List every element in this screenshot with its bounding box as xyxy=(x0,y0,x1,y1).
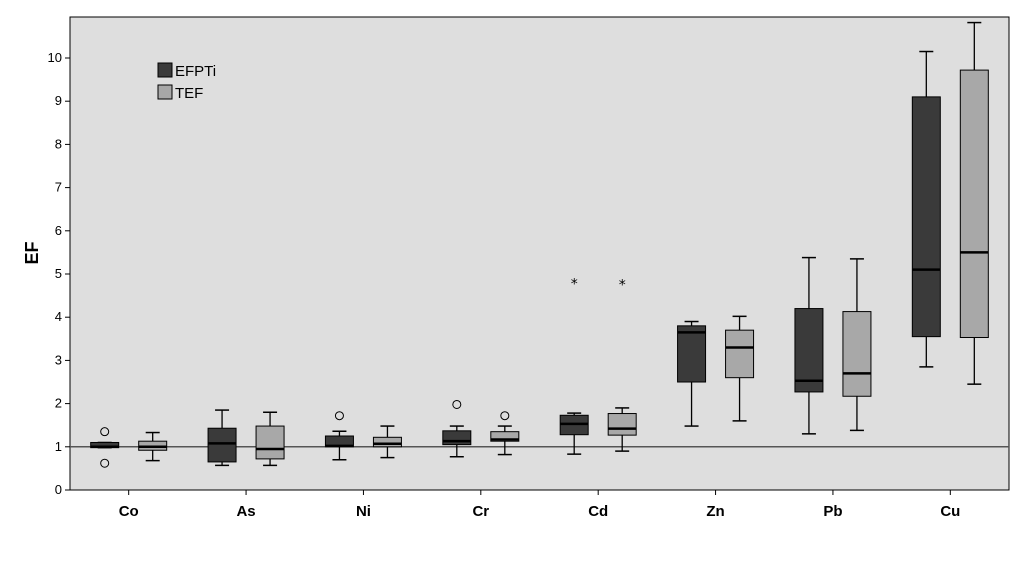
box-iqr xyxy=(607,413,637,436)
x-tick-label-pb: Pb xyxy=(823,503,842,520)
y-tick-label: 8 xyxy=(55,136,62,151)
box-iqr xyxy=(794,308,824,393)
outlier-point xyxy=(500,411,510,421)
y-tick-label: 10 xyxy=(48,50,62,65)
box-efpti-zn xyxy=(677,320,707,427)
outlier-point xyxy=(452,399,462,409)
y-tick-label: 5 xyxy=(55,266,62,281)
y-tick-label: 9 xyxy=(55,93,62,108)
y-tick-label: 4 xyxy=(55,309,62,324)
x-tick-label-cr: Cr xyxy=(472,503,489,520)
box-efpti-pb xyxy=(794,256,824,435)
y-tick-label: 1 xyxy=(55,439,62,454)
box-tef-pb xyxy=(842,258,872,432)
extreme-point: * xyxy=(619,278,626,294)
box-efpti-cu xyxy=(911,50,941,368)
box-iqr xyxy=(372,436,402,448)
outlier-point xyxy=(100,458,110,468)
box-efpti-as xyxy=(207,409,237,467)
box-efpti-cd: * xyxy=(559,277,589,455)
box-efpti-ni xyxy=(324,411,354,461)
y-axis-title: EF xyxy=(22,241,42,264)
box-tef-ni xyxy=(372,425,402,459)
y-tick-label: 7 xyxy=(55,180,62,195)
x-tick-label-as: As xyxy=(236,503,255,520)
legend-swatch-tef xyxy=(157,84,173,100)
x-tick-label-zn: Zn xyxy=(706,503,724,520)
box-tef-zn xyxy=(725,315,755,422)
box-tef-cr xyxy=(490,411,520,456)
y-tick-label: 3 xyxy=(55,352,62,367)
box-iqr xyxy=(911,96,941,338)
x-tick-label-cd: Cd xyxy=(588,503,608,520)
box-efpti-cr xyxy=(442,399,472,458)
x-tick-label-ni: Ni xyxy=(356,503,371,520)
legend-label-efpti: EFPTi xyxy=(175,63,216,80)
y-tick-label: 2 xyxy=(55,396,62,411)
extreme-point: * xyxy=(571,277,578,293)
box-tef-as xyxy=(255,411,285,467)
y-tick-label: 0 xyxy=(55,482,62,497)
box-iqr xyxy=(255,425,285,460)
legend-label-tef: TEF xyxy=(175,85,203,102)
box-iqr xyxy=(442,430,472,446)
legend-swatch-efpti xyxy=(157,62,173,78)
x-tick-label-co: Co xyxy=(119,503,139,520)
x-tick-label-cu: Cu xyxy=(940,503,960,520)
legend: EFPTi TEF xyxy=(157,62,216,102)
outlier-point xyxy=(100,427,110,437)
box-iqr xyxy=(677,325,707,383)
plot-area xyxy=(69,16,1010,491)
outlier-point xyxy=(334,411,344,421)
box-tef-co xyxy=(138,431,168,462)
box-iqr xyxy=(207,427,237,463)
box-iqr xyxy=(959,69,989,339)
y-tick-label: 6 xyxy=(55,223,62,238)
box-iqr xyxy=(842,311,872,397)
box-iqr xyxy=(490,431,520,442)
box-efpti-co xyxy=(90,427,120,468)
box-iqr xyxy=(725,329,755,379)
box-tef-cd: * xyxy=(607,278,637,452)
box-tef-cu xyxy=(959,21,989,385)
